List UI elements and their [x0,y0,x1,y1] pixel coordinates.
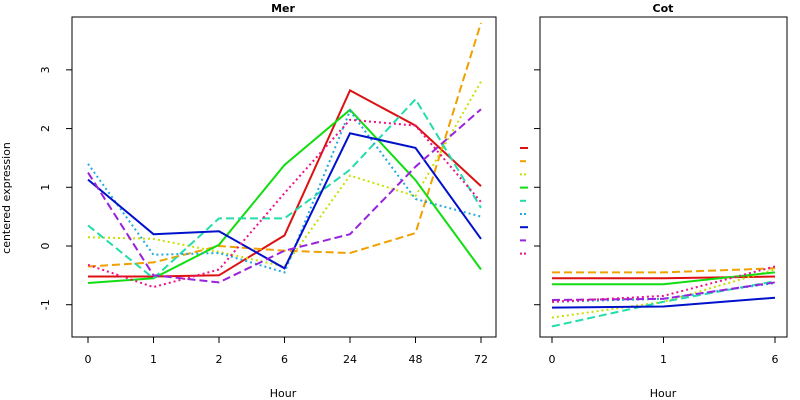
panel-1-series-7-line [87,132,482,270]
x-tick-label: 72 [474,353,488,366]
panel-2-series-3-line [551,268,776,319]
panel-1-x-axis: 0 1 2 6 24 48 72 [85,337,488,366]
x-tick-label: 1 [150,353,157,366]
y-tick-label: 1 [39,184,52,191]
panel-2-plot-area [551,265,776,328]
y-tick-label: -1 [39,299,52,310]
panel-1-series-4-line [87,108,482,284]
y-axis-label: centered expression [0,142,13,254]
panel-2-x-axis-label: Hour [650,387,677,400]
x-tick-label: 0 [549,353,556,366]
y-tick-label: 3 [39,66,52,73]
legend [520,147,528,255]
x-tick-label: 2 [216,353,223,366]
panel-2-series-5-line [551,280,776,328]
x-tick-label: 48 [409,353,423,366]
panel-2-series-2-line [552,267,776,274]
panel-2-series-8-line [551,281,776,301]
panel-2-series-7-line [551,296,776,309]
panel-1-title: Mer [271,2,295,15]
x-tick-label: 1 [660,353,667,366]
panel-1-series-3-line [87,81,482,268]
panel-1-y-axis: -1 0 1 2 3 [39,66,72,310]
panel-2-series-4-line [552,271,776,286]
panel-1-series-5-line [87,97,482,280]
panel-1-series-9-line [87,118,482,289]
panel-2-frame [539,16,788,338]
y-tick-label: 0 [39,242,52,249]
panel-1-plot-area [87,22,482,289]
panel-1-series-6-line [87,108,482,274]
panel-2-y-axis [534,69,540,306]
panel-1-series-8-line [87,108,482,284]
panel-2-x-axis: 0 1 6 [549,337,779,366]
x-tick-label: 6 [281,353,288,366]
x-tick-label: 0 [85,353,92,366]
panel-1-series-1-line [88,89,482,278]
panel-2-title: Cot [653,2,674,15]
x-tick-label: 24 [343,353,357,366]
panel-2-series-9-line [551,265,776,303]
panel-1-x-axis-label: Hour [270,387,297,400]
x-tick-label: 6 [772,353,779,366]
panel-1-series-2-line [87,22,482,268]
y-tick-label: 2 [39,125,52,132]
